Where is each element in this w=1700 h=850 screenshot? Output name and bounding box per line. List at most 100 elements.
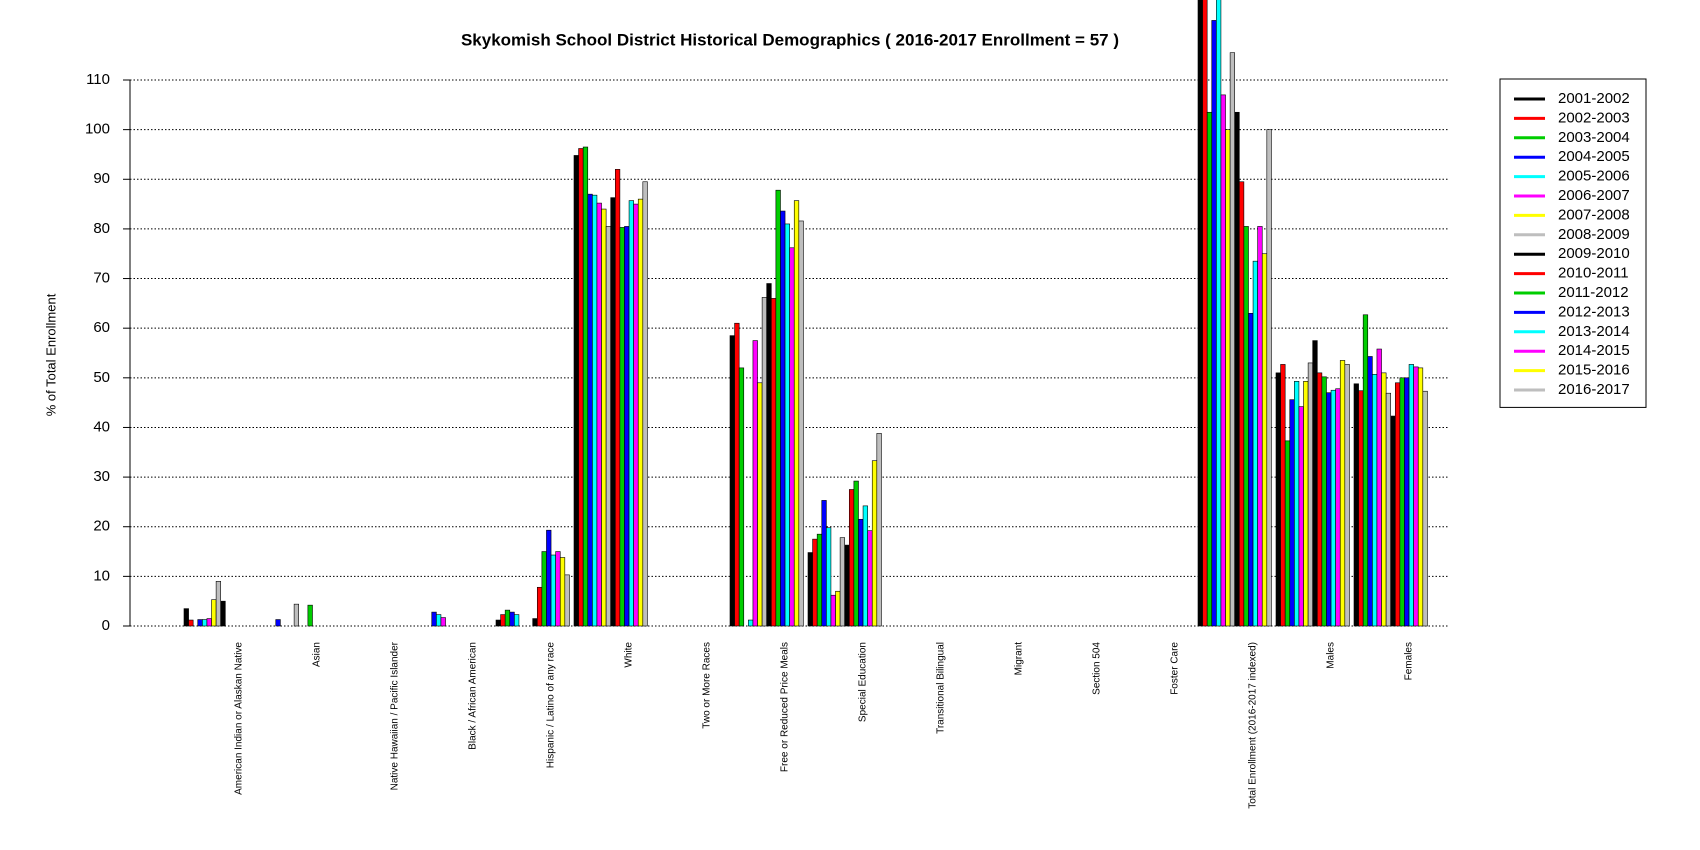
bar bbox=[1316, 372, 1323, 627]
bar bbox=[1284, 440, 1291, 627]
legend-label: 2007-2008 bbox=[1558, 206, 1630, 223]
bar bbox=[1367, 356, 1373, 627]
y-tick-label: 100 bbox=[85, 121, 110, 138]
legend-label: 2008-2009 bbox=[1558, 226, 1630, 243]
bar bbox=[871, 460, 878, 627]
bar bbox=[1298, 406, 1304, 627]
bar bbox=[780, 210, 786, 627]
bar bbox=[500, 614, 506, 627]
chart-title: Skykomish School District Historical Dem… bbox=[461, 30, 1119, 49]
bar bbox=[826, 527, 832, 627]
bar bbox=[807, 552, 813, 627]
x-tick-label: Total Enrollment (2016-2017 indexed) bbox=[1248, 642, 1259, 809]
bar bbox=[601, 208, 607, 627]
x-tick-label: Hispanic / Latino of any race bbox=[546, 642, 557, 769]
bar bbox=[748, 619, 754, 627]
bar bbox=[197, 619, 203, 627]
bar bbox=[1266, 129, 1272, 627]
bar bbox=[1248, 312, 1254, 627]
bar bbox=[546, 529, 552, 627]
bar bbox=[1381, 372, 1387, 627]
bar bbox=[220, 600, 226, 627]
bar bbox=[1394, 382, 1401, 627]
bar bbox=[876, 433, 882, 627]
bar bbox=[642, 181, 648, 627]
bar bbox=[1289, 399, 1295, 627]
y-axis-label: % of Total Enrollment bbox=[43, 293, 58, 416]
bar bbox=[1330, 389, 1336, 627]
bar bbox=[766, 283, 772, 627]
bar bbox=[1211, 20, 1217, 627]
y-tick-label: 80 bbox=[93, 220, 110, 237]
bar bbox=[1275, 372, 1281, 627]
bar bbox=[637, 198, 644, 627]
bar bbox=[1229, 52, 1236, 627]
bar bbox=[1202, 0, 1208, 627]
bar bbox=[867, 530, 873, 627]
bar bbox=[1399, 377, 1405, 627]
bar bbox=[734, 322, 740, 627]
bar bbox=[816, 533, 823, 627]
bar bbox=[183, 608, 189, 627]
bar bbox=[1376, 348, 1382, 627]
legend-label: 2011-2012 bbox=[1558, 284, 1629, 301]
bar bbox=[555, 551, 561, 627]
bar bbox=[1312, 340, 1318, 627]
y-tick-label: 10 bbox=[93, 567, 110, 584]
bar bbox=[509, 611, 515, 627]
bar bbox=[835, 590, 841, 627]
bar bbox=[1220, 94, 1226, 627]
x-tick-label: Migrant bbox=[1014, 642, 1025, 676]
bar bbox=[1257, 226, 1263, 627]
bar bbox=[307, 604, 313, 627]
bar bbox=[275, 619, 281, 627]
y-tick-label: 50 bbox=[93, 369, 110, 386]
bar bbox=[858, 518, 864, 627]
bar bbox=[1303, 380, 1309, 627]
legend-label: 2016-2017 bbox=[1558, 381, 1630, 398]
legend-label: 2005-2006 bbox=[1558, 168, 1630, 185]
bar bbox=[610, 197, 616, 627]
bar bbox=[532, 618, 538, 627]
bar bbox=[848, 489, 855, 627]
bar bbox=[775, 189, 781, 627]
bar bbox=[1294, 380, 1300, 627]
bar bbox=[1390, 415, 1396, 627]
bar bbox=[431, 611, 437, 627]
bar bbox=[578, 148, 584, 627]
bar bbox=[1404, 377, 1410, 627]
x-tick-label: Free or Reduced Price Meals bbox=[780, 642, 791, 772]
bar bbox=[1307, 362, 1314, 627]
bar bbox=[1238, 181, 1245, 627]
bar bbox=[504, 609, 511, 627]
bar bbox=[1225, 129, 1231, 627]
bar bbox=[1362, 314, 1369, 627]
x-tick-label: Males bbox=[1326, 642, 1337, 669]
bar bbox=[1321, 376, 1327, 627]
bar bbox=[738, 367, 745, 627]
bar bbox=[536, 586, 543, 627]
bar bbox=[1216, 0, 1222, 627]
bar bbox=[215, 581, 222, 627]
bar bbox=[559, 557, 566, 627]
bar bbox=[624, 226, 630, 627]
bar bbox=[793, 200, 800, 627]
legend-label: 2012-2013 bbox=[1558, 303, 1630, 320]
bar bbox=[812, 538, 818, 627]
bar bbox=[1417, 367, 1424, 627]
axis: 0 10 20 30 40 50 60 70 80 90 100 110 American Indian… bbox=[85, 71, 1415, 809]
legend-label: 2004-2005 bbox=[1558, 148, 1630, 165]
bar bbox=[1353, 383, 1359, 627]
bar bbox=[211, 599, 217, 627]
legend-label: 2015-2016 bbox=[1558, 362, 1630, 379]
bar bbox=[1335, 388, 1341, 627]
bar bbox=[770, 298, 777, 627]
y-tick-label: 40 bbox=[93, 418, 110, 435]
bar bbox=[798, 220, 804, 627]
bar bbox=[188, 619, 194, 627]
x-tick-label: Foster Care bbox=[1170, 642, 1181, 695]
bar bbox=[1385, 392, 1392, 627]
bar bbox=[587, 193, 593, 627]
bars bbox=[183, 0, 1428, 627]
legend-label: 2001-2002 bbox=[1558, 90, 1630, 107]
